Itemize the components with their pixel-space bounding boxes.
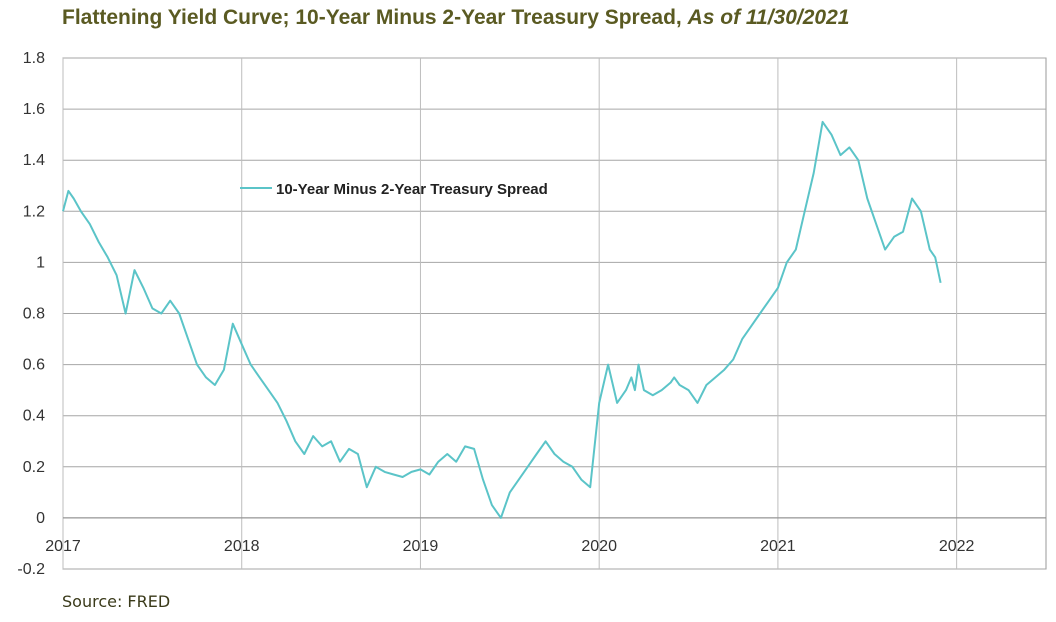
chart-title-main: Flattening Yield Curve; 10-Year Minus 2-… xyxy=(62,6,682,29)
x-tick-label: 2021 xyxy=(760,538,796,555)
chart-title-date: As of 11/30/2021 xyxy=(687,6,850,29)
y-tick-label: 0.2 xyxy=(23,459,45,476)
series-group xyxy=(62,120,942,519)
gridlines xyxy=(62,57,1047,570)
source-note: Source: FRED xyxy=(62,592,171,611)
y-axis-ticks: 1.8 1.6 1.4 1.2 1 0.8 0.6 0.4 0.2 0 -0.2 xyxy=(17,50,45,578)
y-tick-label: 0.8 xyxy=(23,306,45,323)
x-tick-label: 2019 xyxy=(403,538,439,555)
y-tick-label: 0 xyxy=(36,510,45,527)
y-tick-label: 1.8 xyxy=(23,50,45,67)
x-tick-label: 2018 xyxy=(224,538,260,555)
line-chart: 1.81.61.41.210.80.60.40.20-0.2 2017 2018 2… xyxy=(17,50,1047,578)
y-tick-label: -0.2 xyxy=(17,561,45,578)
x-tick-label: 2017 xyxy=(45,538,81,555)
y-tick-label: 0.6 xyxy=(23,357,45,374)
series-line xyxy=(62,120,942,519)
chart-title: Flattening Yield Curve; 10-Year Minus 2-… xyxy=(62,6,849,30)
legend-label: 10-Year Minus 2-Year Treasury Spread xyxy=(276,181,548,198)
x-axis-ticks: 2017 2018 2019 2020 2021 2022 xyxy=(45,538,974,555)
y-tick-label: 1.2 xyxy=(23,203,45,220)
x-tick-label: 2020 xyxy=(581,538,617,555)
y-tick-label: 1 xyxy=(36,254,45,271)
x-tick-label: 2022 xyxy=(939,538,975,555)
y-tick-label: 1.6 xyxy=(23,101,45,118)
y-tick-label: 0.4 xyxy=(23,408,45,425)
y-tick-label: 1.4 xyxy=(23,152,45,169)
legend: 10-Year Minus 2-Year Treasury Spread xyxy=(240,181,548,198)
